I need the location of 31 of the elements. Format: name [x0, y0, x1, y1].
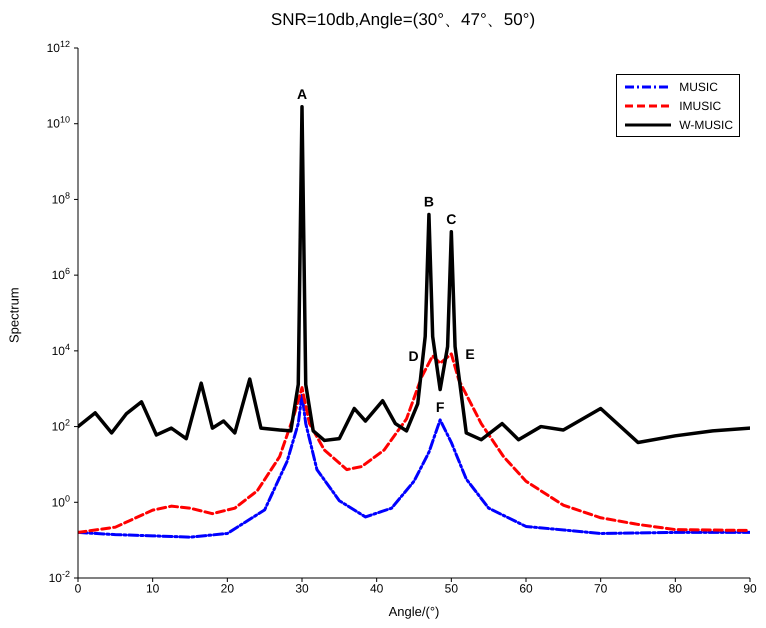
- x-tick-label: 70: [594, 582, 608, 596]
- x-tick-label: 10: [146, 582, 160, 596]
- x-tick-label: 80: [668, 582, 682, 596]
- y-tick-label: 10$^{6}$: [52, 266, 70, 282]
- x-tick-label: 30: [295, 582, 309, 596]
- x-tick-label: 40: [370, 582, 384, 596]
- y-tick-label: 10$^{8}$: [52, 190, 70, 206]
- annotation: C: [446, 210, 456, 227]
- legend-label: IMUSIC: [679, 98, 722, 112]
- annotation: F: [436, 398, 445, 415]
- x-tick-label: 90: [743, 582, 757, 596]
- y-tick-label: 10$^{-2}$: [48, 569, 70, 585]
- line-series: [78, 392, 750, 539]
- annotation: D: [408, 348, 419, 364]
- x-tick-label: 0: [74, 582, 82, 596]
- x-tick-label: 20: [220, 582, 234, 596]
- y-tick-label: 10$^{10}$: [46, 114, 70, 131]
- annotation: A: [296, 86, 308, 102]
- legend-label: W-MUSIC: [679, 118, 733, 132]
- y-tick-label: 10$^{0}$: [52, 493, 70, 510]
- annotation: B: [424, 193, 434, 210]
- x-axis-title: Angle/(°): [388, 604, 440, 619]
- legend-label: MUSIC: [679, 80, 718, 94]
- chart-title: SNR=10db,Angle=(30°、47°、50°): [270, 9, 536, 31]
- x-tick-label: 60: [519, 582, 533, 596]
- annotation: E: [465, 346, 475, 362]
- y-tick-label: 10$^{2}$: [52, 418, 70, 434]
- y-axis-title: Spectrum: [6, 287, 22, 343]
- y-tick-label: 10$^{12}$: [46, 39, 70, 55]
- y-tick-label: 10$^{4}$: [52, 342, 70, 358]
- x-tick-label: 50: [444, 582, 458, 596]
